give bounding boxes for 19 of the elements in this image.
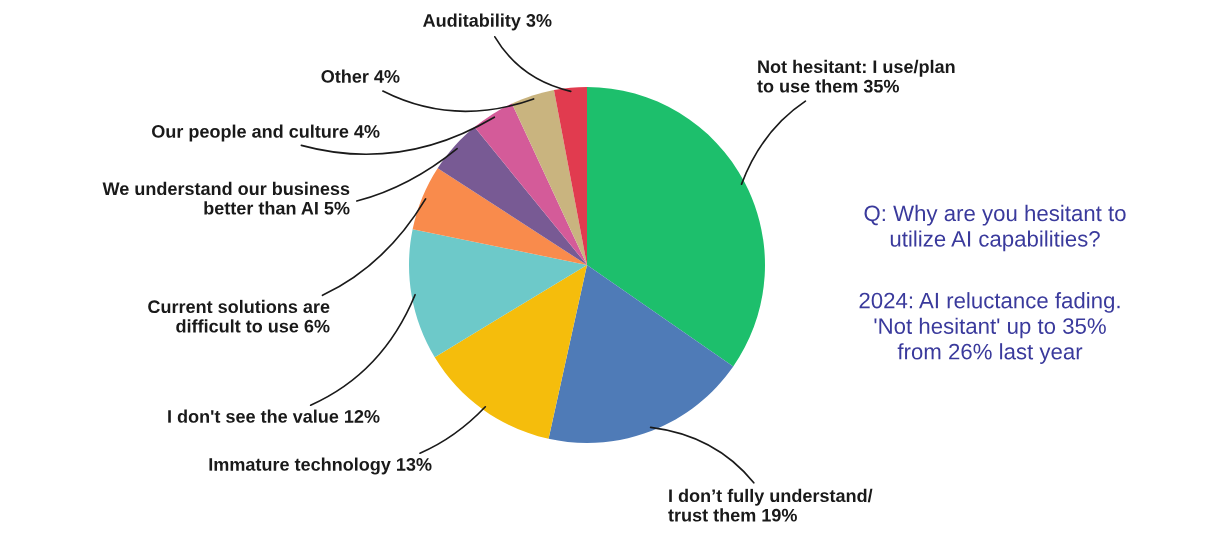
pie-slice [412, 168, 587, 265]
pie-slice [511, 90, 587, 265]
pie-slice [409, 229, 587, 358]
slice-label: Our people and culture 4% [152, 124, 380, 142]
text: 2024: AI reluctance fading. 'Not hesitant' up to 35% from 26% last year [859, 292, 1120, 364]
slice-label: Not hesitant: I use/plan to use them 35% [757, 59, 955, 93]
pie-slice [434, 265, 587, 439]
slice-label: Current solutions are difficult to use 6% [148, 299, 330, 333]
slice-label: We understand our business better than AI 5% [102, 181, 350, 215]
slice-label: Immature technology 13% [209, 457, 432, 475]
pie-slice [474, 103, 587, 265]
pie-slice [548, 265, 734, 443]
pie-slice [553, 87, 587, 265]
text: Q: Why are you hesitant to utilize AI capabilities? [864, 204, 1126, 252]
slice-label: I don’t fully understand/ trust them 19% [668, 488, 873, 522]
slice-label: Auditability 3% [423, 13, 552, 31]
pie-slice [437, 127, 587, 265]
slice-label: Other 4% [321, 69, 400, 83]
slice-label: I don't see the value 12% [168, 409, 380, 423]
